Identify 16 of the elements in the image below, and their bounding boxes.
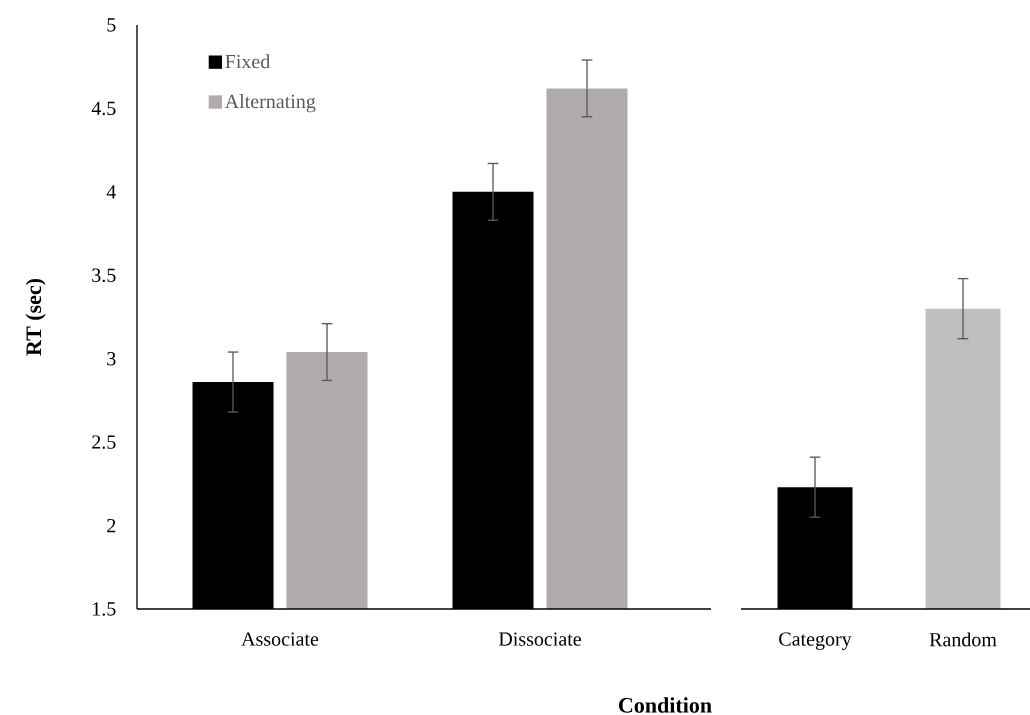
y-tick-label: 5 xyxy=(107,18,116,32)
x-tick-label: Random xyxy=(929,632,997,647)
y-tick-label: 3 xyxy=(107,352,116,366)
y-tick-label: 1.5 xyxy=(93,602,116,616)
legend-label: Fixed xyxy=(225,54,271,69)
x-axis-title: Condition xyxy=(619,697,712,713)
y-tick-label: 4 xyxy=(106,185,116,199)
y-tick-label: 4.5 xyxy=(91,101,116,116)
y-tick-label: 2.5 xyxy=(92,435,116,449)
y-tick-label: 2 xyxy=(107,518,116,533)
y-axis-title: RT (sec) xyxy=(25,278,46,356)
x-tick-label: Dissociate xyxy=(498,632,581,646)
y-tick-label: 3.5 xyxy=(92,268,116,283)
legend-label: Alternating xyxy=(224,94,316,113)
x-tick-label: Associate xyxy=(241,632,319,646)
x-tick-label: Category xyxy=(779,632,852,650)
